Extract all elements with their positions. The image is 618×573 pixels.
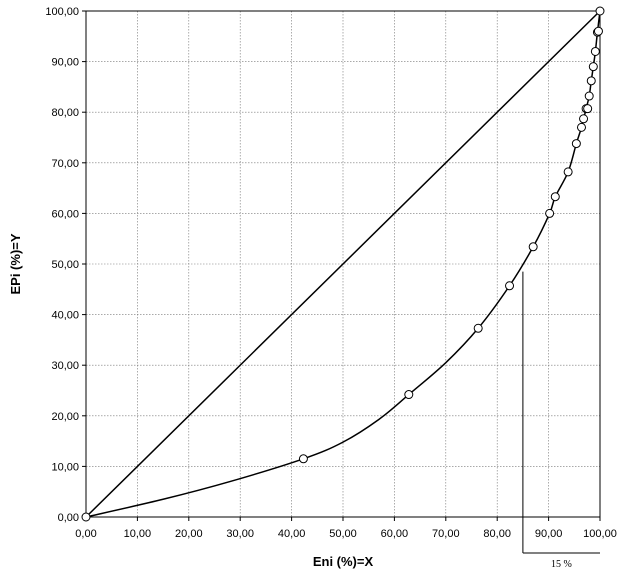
data-point [583, 104, 593, 114]
x-tick-label: 0,00 [75, 528, 96, 540]
x-axis-title: Eni (%)=X [313, 554, 374, 569]
y-axis-title: EPi (%)=Y [8, 233, 23, 294]
y-tick-label: 80,00 [51, 107, 79, 119]
annotation-layer: 15 % [522, 271, 600, 570]
series-layer [81, 6, 605, 522]
y-tick-label: 10,00 [51, 461, 79, 473]
data-point [550, 192, 560, 202]
data-point [528, 242, 538, 252]
data-point [545, 208, 555, 218]
data-point [404, 390, 414, 400]
data-point [81, 512, 91, 522]
data-point [298, 454, 308, 464]
data-point [595, 6, 605, 16]
x-tick-label: 100,00 [583, 528, 617, 540]
x-tick-label: 70,00 [432, 528, 460, 540]
x-tick-label: 10,00 [124, 528, 152, 540]
data-point [563, 167, 573, 177]
data-point [571, 139, 581, 149]
data-point [586, 76, 596, 86]
data-point [505, 281, 515, 291]
x-tick-label: 30,00 [226, 528, 254, 540]
y-tick-label: 60,00 [51, 208, 79, 220]
y-tick-label: 100,00 [45, 6, 79, 18]
x-tick-label: 80,00 [483, 528, 511, 540]
y-tick-label: 70,00 [51, 158, 79, 170]
y-tick-label: 40,00 [51, 310, 79, 322]
y-tick-label: 50,00 [51, 259, 79, 271]
x-axis-ticks: 0,00 10,00 20,00 30,00 40,00 50,00 60,00 70,00 8… [75, 517, 617, 540]
y-tick-label: 0,00 [58, 512, 79, 524]
annotation-label: 15 % [551, 559, 572, 570]
x-tick-label: 40,00 [278, 528, 306, 540]
data-point [593, 26, 603, 36]
data-point [588, 62, 598, 72]
data-point [473, 323, 483, 333]
y-tick-label: 20,00 [51, 411, 79, 423]
y-tick-label: 90,00 [51, 57, 79, 69]
data-point [590, 46, 600, 56]
y-tick-label: 30,00 [51, 360, 79, 372]
x-tick-label: 60,00 [381, 528, 409, 540]
data-point [579, 114, 589, 124]
data-point [576, 122, 586, 132]
x-tick-label: 90,00 [535, 528, 563, 540]
x-tick-label: 20,00 [175, 528, 203, 540]
data-point [584, 91, 594, 101]
equality-line [85, 10, 601, 518]
y-axis-ticks: 0,00 10,00 20,00 30,00 40,00 50,00 60,00 70,00 8… [45, 6, 86, 524]
x-tick-label: 50,00 [329, 528, 357, 540]
